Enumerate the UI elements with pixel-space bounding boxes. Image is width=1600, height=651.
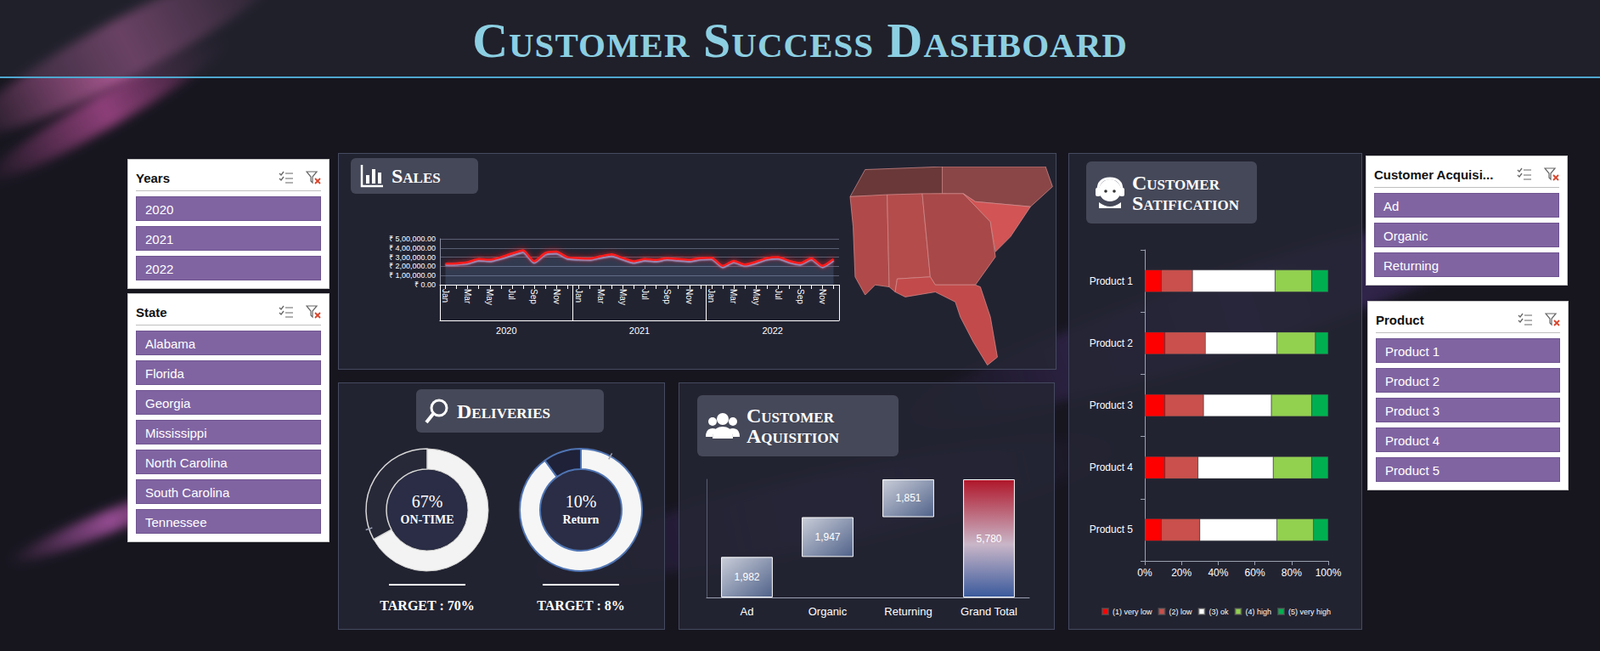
svg-text:₹ 1,00,000.00: ₹ 1,00,000.00 [388, 270, 436, 280]
svg-text:₹ 3,00,000.00: ₹ 3,00,000.00 [388, 253, 436, 262]
svg-text:TARGET : 8%: TARGET : 8% [536, 597, 625, 613]
svg-text:Product 5: Product 5 [1089, 523, 1134, 536]
html-text:Product: Product [1375, 312, 1424, 327]
html-text:Product 5: Product 5 [1385, 462, 1440, 478]
svg-text:May: May [484, 288, 495, 305]
svg-text:(3) ok: (3) ok [1208, 607, 1229, 616]
svg-text:1,947: 1,947 [814, 530, 840, 543]
html-text:State: State [135, 304, 168, 319]
svg-text:40%: 40% [1207, 566, 1229, 579]
svg-text:Ad: Ad [740, 604, 755, 618]
svg-text:May: May [751, 288, 761, 305]
html-text:Customer Satification: Customer Satification [1132, 171, 1240, 214]
html-text:Deliveries: Deliveries [456, 399, 551, 422]
svg-text:Mar: Mar [596, 288, 606, 305]
svg-text:May: May [618, 288, 628, 305]
svg-text:2020: 2020 [495, 325, 517, 336]
html-text:Tennessee: Tennessee [145, 514, 207, 530]
svg-text:Grand Total: Grand Total [960, 604, 1018, 618]
svg-text:(2) low: (2) low [1168, 607, 1193, 616]
svg-text:(1) very low: (1) very low [1112, 607, 1153, 616]
html-text:Product 4: Product 4 [1385, 433, 1440, 448]
svg-text:0%: 0% [1137, 566, 1153, 579]
svg-text:(4) high: (4) high [1245, 607, 1272, 616]
html-text:Returning: Returning [1383, 258, 1439, 273]
html-text:South Carolina: South Carolina [145, 484, 230, 500]
html-text:Alabama: Alabama [145, 336, 196, 351]
html-text:Product 2: Product 2 [1385, 373, 1440, 389]
svg-text:(5) very high: (5) very high [1288, 607, 1331, 616]
svg-text:Product 1: Product 1 [1089, 275, 1134, 288]
svg-text:Jul: Jul [507, 288, 517, 300]
html-text:Mississippi: Mississippi [145, 425, 207, 440]
svg-text:Jan: Jan [706, 288, 716, 303]
svg-text:Jul: Jul [773, 288, 784, 300]
html-text:2020: 2020 [145, 202, 174, 217]
svg-text:80%: 80% [1281, 566, 1302, 579]
svg-text:Product 2: Product 2 [1089, 337, 1134, 350]
html-text:Georgia: Georgia [145, 395, 191, 411]
svg-text:Product 3: Product 3 [1089, 399, 1134, 412]
svg-text:Return: Return [563, 512, 600, 526]
svg-text:1,851: 1,851 [895, 491, 921, 504]
svg-text:1,982: 1,982 [733, 570, 760, 583]
svg-text:Sep: Sep [795, 288, 806, 305]
html-text:Customer Acquisi...: Customer Acquisi... [1374, 166, 1494, 182]
svg-text:Nov: Nov [552, 288, 562, 305]
html-text:2021: 2021 [145, 231, 174, 247]
svg-text:60%: 60% [1245, 566, 1266, 579]
svg-text:₹ 0.00: ₹ 0.00 [414, 280, 436, 289]
html-text:2022: 2022 [145, 261, 174, 277]
svg-text:₹ 5,00,000.00: ₹ 5,00,000.00 [388, 234, 436, 243]
svg-text:ON-TIME: ON-TIME [400, 512, 455, 526]
html-text:Organic: Organic [1383, 228, 1429, 243]
svg-text:2021: 2021 [629, 325, 650, 336]
svg-text:Mar: Mar [728, 288, 739, 305]
html-text:Ad: Ad [1383, 198, 1400, 214]
html-text:Years: Years [135, 170, 170, 185]
html-text:Customer Success Dashboard: Customer Success Dashboard [472, 12, 1128, 68]
svg-text:₹ 2,00,000.00: ₹ 2,00,000.00 [388, 261, 436, 271]
svg-text:Jul: Jul [640, 288, 650, 300]
html-text:Customer Aquisition: Customer Aquisition [746, 404, 840, 447]
html-text:Product 1: Product 1 [1385, 343, 1440, 359]
svg-text:2022: 2022 [761, 325, 783, 336]
svg-text:Jan: Jan [440, 288, 451, 303]
html-text:Product 3: Product 3 [1385, 403, 1440, 418]
svg-text:Product 4: Product 4 [1089, 461, 1134, 474]
svg-text:Mar: Mar [462, 288, 473, 305]
svg-text:Jan: Jan [574, 288, 584, 303]
svg-text:20%: 20% [1171, 566, 1192, 579]
svg-text:100%: 100% [1315, 566, 1342, 579]
html-text:North Carolina: North Carolina [145, 455, 228, 470]
svg-text:Sep: Sep [529, 288, 539, 305]
svg-text:10%: 10% [565, 491, 598, 511]
html-text:Sales: Sales [391, 164, 441, 187]
svg-text:Nov: Nov [817, 288, 828, 305]
svg-text:Sep: Sep [662, 288, 672, 305]
svg-text:67%: 67% [411, 491, 444, 511]
html-text:Florida: Florida [145, 366, 185, 381]
svg-text:Nov: Nov [684, 288, 694, 305]
svg-text:Returning: Returning [884, 604, 932, 618]
svg-text:TARGET : 70%: TARGET : 70% [379, 597, 474, 613]
svg-text:₹ 4,00,000.00: ₹ 4,00,000.00 [388, 243, 436, 253]
svg-text:5,780: 5,780 [975, 532, 1002, 545]
svg-text:Organic: Organic [808, 604, 848, 618]
